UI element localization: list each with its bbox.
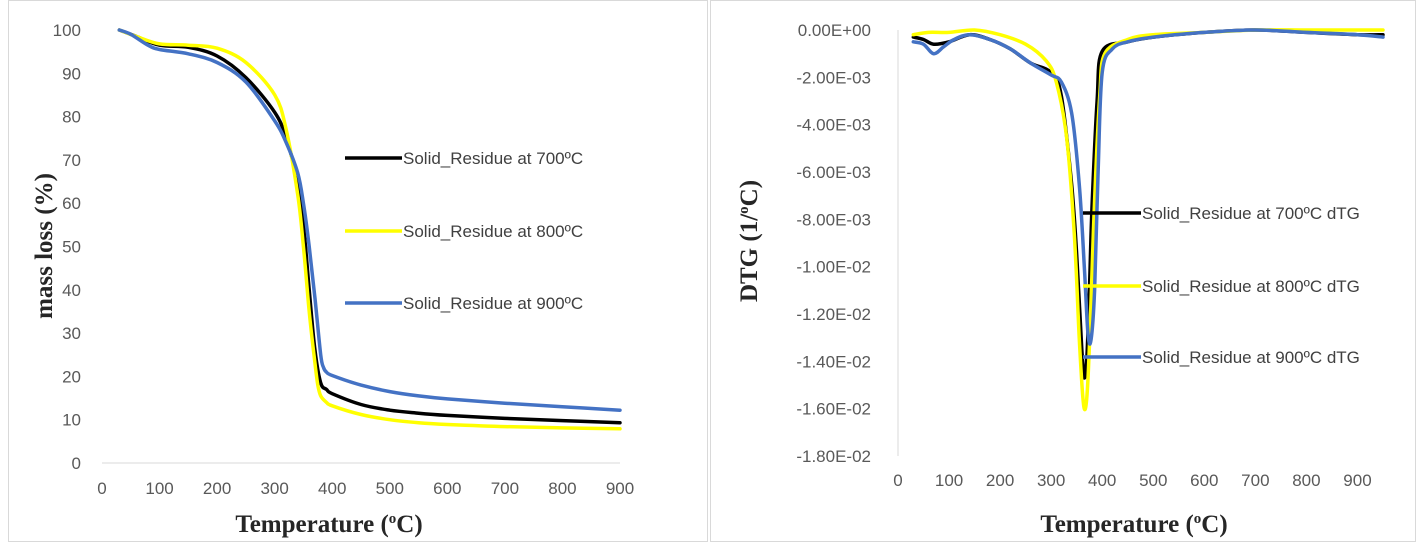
- dtg-chart-panel: 0.00E+00 -2.00E-03 -4.00E-03 -6.00E-03 -8.00…: [710, 0, 1416, 542]
- mass-loss-chart: 0 10 20 30 40 50 60 70 80 90 100 0 100 200 300 400 500 6…: [31, 21, 634, 538]
- y-tick-label: -1.00E-02: [796, 258, 871, 277]
- legend-label-1: Solid_Residue at 700ºC: [403, 149, 583, 168]
- y-tick-label: -1.40E-02: [796, 352, 871, 371]
- y-tick-label: -4.00E-03: [796, 116, 871, 135]
- x-tick-label: 700: [1241, 471, 1269, 490]
- series-line-3: [911, 28, 1385, 346]
- series-lines: [117, 28, 622, 431]
- x-tick-label: 600: [433, 479, 461, 498]
- legend-label-3: Solid_Residue at 900ºC dTG: [1142, 348, 1360, 367]
- y-tick-label: 20: [62, 367, 81, 386]
- x-tick-label: 500: [1139, 471, 1167, 490]
- x-tick-label: 600: [1190, 471, 1218, 490]
- series-lines: [911, 28, 1385, 412]
- x-tick-label: 800: [548, 479, 576, 498]
- y-axis-title: DTG (1/oC): [736, 180, 763, 302]
- y-axis-title: mass loss (%): [31, 173, 58, 319]
- y-tick-label: 90: [62, 64, 81, 83]
- y-tick-label: 100: [53, 21, 81, 40]
- legend: Solid_Residue at 700ºC Solid_Residue at 8…: [345, 149, 583, 313]
- y-tick-label: -2.00E-03: [796, 68, 871, 87]
- x-tick-label: 400: [1088, 471, 1116, 490]
- legend: Solid_Residue at 700ºC dTG Solid_Residue …: [1083, 204, 1360, 367]
- series-line-2: [117, 28, 622, 431]
- x-tick-label: 900: [606, 479, 634, 498]
- y-tick-labels: 0 10 20 30 40 50 60 70 80 90 100: [53, 21, 81, 473]
- y-tick-label: 30: [62, 324, 81, 343]
- x-tick-label: 700: [491, 479, 519, 498]
- x-tick-label: 300: [260, 479, 288, 498]
- y-tick-label: 0: [72, 454, 81, 473]
- y-tick-label: 60: [62, 194, 81, 213]
- x-axis-title: Temperature (oC): [235, 511, 422, 538]
- x-tick-label: 900: [1343, 471, 1371, 490]
- x-tick-label: 0: [97, 479, 106, 498]
- series-line-1: [117, 28, 622, 425]
- y-tick-label: -1.20E-02: [796, 305, 871, 324]
- legend-label-3: Solid_Residue at 900ºC: [403, 294, 583, 313]
- y-tick-label: -1.80E-02: [796, 447, 871, 466]
- x-tick-label: 200: [203, 479, 231, 498]
- x-tick-label: 200: [986, 471, 1014, 490]
- y-tick-labels: 0.00E+00 -2.00E-03 -4.00E-03 -6.00E-03 -8.00…: [796, 21, 871, 466]
- mass-loss-chart-panel: 0 10 20 30 40 50 60 70 80 90 100 0 100 200 300 400 500 6…: [8, 0, 708, 542]
- y-tick-label: 40: [62, 281, 81, 300]
- x-tick-labels: 0 100 200 300 400 500 600 700 800 900: [893, 471, 1371, 490]
- legend-label-2: Solid_Residue at 800ºC dTG: [1142, 277, 1360, 296]
- dtg-chart: 0.00E+00 -2.00E-03 -4.00E-03 -6.00E-03 -8.00…: [736, 21, 1385, 538]
- x-tick-label: 500: [376, 479, 404, 498]
- x-tick-label: 100: [145, 479, 173, 498]
- series-line-3: [117, 28, 622, 412]
- x-tick-label: 800: [1292, 471, 1320, 490]
- legend-label-2: Solid_Residue at 800ºC: [403, 222, 583, 241]
- y-tick-label: -1.60E-02: [796, 400, 871, 419]
- legend-label-1: Solid_Residue at 700ºC dTG: [1142, 204, 1360, 223]
- x-axis-title: Temperature (oC): [1040, 511, 1227, 538]
- y-tick-label: -8.00E-03: [796, 210, 871, 229]
- x-tick-label: 400: [318, 479, 346, 498]
- y-tick-label: 80: [62, 108, 81, 127]
- x-tick-label: 100: [935, 471, 963, 490]
- y-tick-label: 50: [62, 238, 81, 257]
- y-tick-label: -6.00E-03: [796, 163, 871, 182]
- y-tick-label: 70: [62, 151, 81, 170]
- y-tick-label: 10: [62, 411, 81, 430]
- x-tick-labels: 0 100 200 300 400 500 600 700 800 900: [97, 479, 634, 498]
- x-tick-label: 300: [1037, 471, 1065, 490]
- y-tick-label: 0.00E+00: [798, 21, 871, 40]
- x-tick-label: 0: [893, 471, 902, 490]
